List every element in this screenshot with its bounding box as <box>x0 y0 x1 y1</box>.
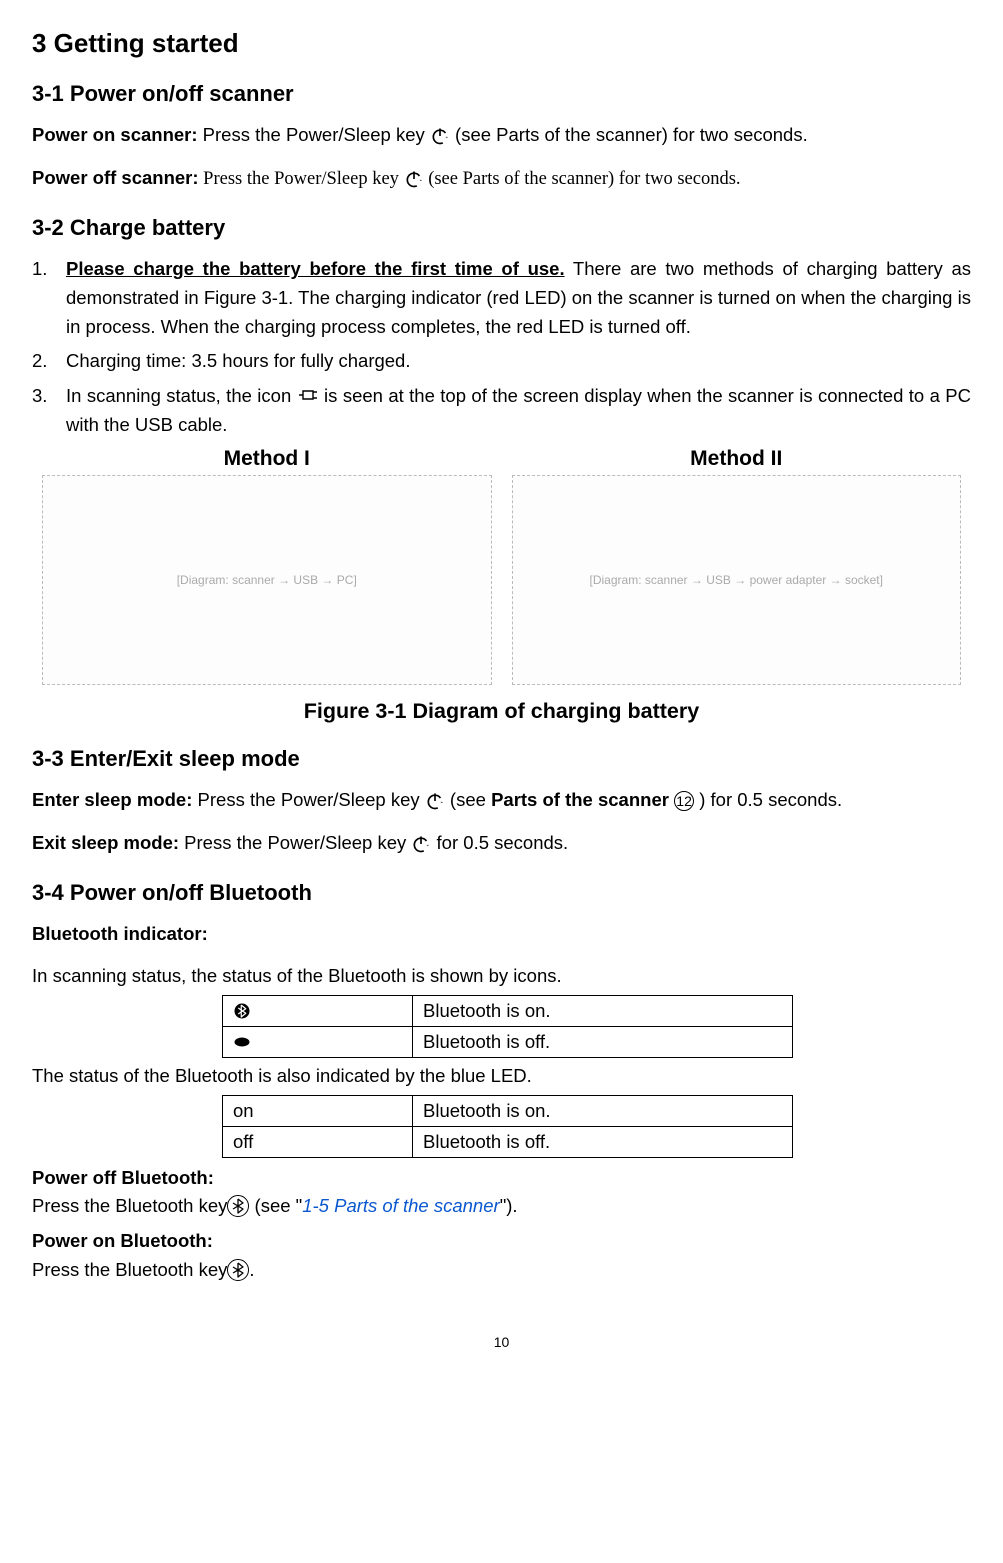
bt-intro-text: In scanning status, the status of the Bl… <box>32 962 971 991</box>
method-1-label: Method I <box>224 447 310 470</box>
power-on-label: Power on scanner: <box>32 124 198 145</box>
figure-method-2: [Diagram: scanner → USB → power adapter … <box>512 475 962 685</box>
list-content-2: Charging time: 3.5 hours for fully charg… <box>66 347 971 376</box>
led-off-text: Bluetooth is off. <box>413 1126 793 1157</box>
parts-bold: Parts of the scanner <box>491 789 669 810</box>
list-item-3: 3. In scanning status, the icon is seen … <box>32 382 971 439</box>
enter-sleep-t1: Press the Power/Sleep key <box>192 789 424 810</box>
exit-sleep-label: Exit sleep mode: <box>32 832 179 853</box>
table-row: Bluetooth is on. <box>223 996 793 1027</box>
section-3-4-heading: 3-4 Power on/off Bluetooth <box>32 880 971 906</box>
figure-row: [Diagram: scanner → USB → PC] [Diagram: … <box>32 475 971 689</box>
bluetooth-on-icon <box>233 1000 251 1021</box>
bt-led-table: on Bluetooth is on. off Bluetooth is off… <box>222 1095 793 1158</box>
bt-led-text: The status of the Bluetooth is also indi… <box>32 1062 971 1091</box>
led-on-text: Bluetooth is on. <box>413 1095 793 1126</box>
power-off-text-1: Press the Power/Sleep key <box>199 169 404 189</box>
section-3-1-heading: 3-1 Power on/off scanner <box>32 81 971 107</box>
page-number: 10 <box>32 1334 971 1350</box>
list-content-1: Please charge the battery before the fir… <box>66 255 971 341</box>
bt-off-text: Bluetooth is off. <box>413 1027 793 1058</box>
list-content-3: In scanning status, the icon is seen at … <box>66 382 971 439</box>
exit-sleep-line: Exit sleep mode: Press the Power/Sleep k… <box>32 829 971 858</box>
table-row: on Bluetooth is on. <box>223 1095 793 1126</box>
bt-icon-table: Bluetooth is on. Bluetooth is off. <box>222 995 793 1058</box>
enter-sleep-label: Enter sleep mode: <box>32 789 192 810</box>
power-icon <box>430 126 450 147</box>
pobt-t1: Press the Bluetooth key <box>32 1195 227 1216</box>
list-num-2: 2. <box>32 347 66 376</box>
exit-sleep-t1: Press the Power/Sleep key <box>179 832 411 853</box>
power-on-bt-label: Power on Bluetooth: <box>32 1227 971 1256</box>
enter-sleep-t3: ) for 0.5 seconds. <box>694 789 842 810</box>
power-off-line: Power off scanner: Press the Power/Sleep… <box>32 164 971 194</box>
power-on-bt-line: Press the Bluetooth key. <box>32 1256 971 1285</box>
bt-on-text: Bluetooth is on. <box>413 996 793 1027</box>
ponbt-t2: . <box>249 1259 254 1280</box>
figure-method-1: [Diagram: scanner → USB → PC] <box>42 475 492 685</box>
power-on-text-1: Press the Power/Sleep key <box>198 124 430 145</box>
bt-indicator-label: Bluetooth indicator: <box>32 920 971 949</box>
table-row: Bluetooth is off. <box>223 1027 793 1058</box>
enter-sleep-line: Enter sleep mode: Press the Power/Sleep … <box>32 786 971 815</box>
list-num-3: 3. <box>32 382 66 439</box>
power-icon <box>404 169 424 190</box>
section-3-3-heading: 3-3 Enter/Exit sleep mode <box>32 746 971 772</box>
bt-off-icon-cell <box>223 1027 413 1058</box>
pobt-t2: (see " <box>249 1195 302 1216</box>
power-icon <box>425 791 445 812</box>
plug-icon <box>297 388 319 407</box>
power-off-bt-line: Press the Bluetooth key (see "1-5 Parts … <box>32 1192 971 1221</box>
bluetooth-off-icon <box>233 1031 251 1052</box>
parts-link[interactable]: 1-5 Parts of the scanner <box>302 1195 499 1216</box>
power-on-line: Power on scanner: Press the Power/Sleep … <box>32 121 971 150</box>
list-num-1: 1. <box>32 255 66 341</box>
enter-sleep-t2: (see <box>445 789 491 810</box>
ponbt-t1: Press the Bluetooth key <box>32 1259 227 1280</box>
figure-caption: Figure 3-1 Diagram of charging battery <box>32 699 971 724</box>
list-item-1: 1. Please charge the battery before the … <box>32 255 971 341</box>
bt-on-icon-cell <box>223 996 413 1027</box>
method-2-label: Method II <box>690 447 782 470</box>
circled-12-icon: 12 <box>674 791 694 811</box>
section-3-2-heading: 3-2 Charge battery <box>32 215 971 241</box>
power-icon <box>411 834 431 855</box>
power-off-bt-label: Power off Bluetooth: <box>32 1164 971 1193</box>
li1-bold: Please charge the battery before the fir… <box>66 258 565 279</box>
power-off-label: Power off scanner: <box>32 167 199 188</box>
led-on: on <box>223 1095 413 1126</box>
exit-sleep-t2: for 0.5 seconds. <box>431 832 568 853</box>
table-row: off Bluetooth is off. <box>223 1126 793 1157</box>
bluetooth-key-icon <box>227 1259 249 1281</box>
power-off-text-2: (see Parts of the scanner) for two secon… <box>424 169 741 189</box>
li3-text-1: In scanning status, the icon <box>66 385 297 406</box>
pobt-t3: "). <box>500 1195 518 1216</box>
list-item-2: 2. Charging time: 3.5 hours for fully ch… <box>32 347 971 376</box>
method-label-row: Method I Method II <box>32 447 971 471</box>
led-off: off <box>223 1126 413 1157</box>
power-on-text-2: (see Parts of the scanner) for two secon… <box>450 124 808 145</box>
bluetooth-key-icon <box>227 1195 249 1217</box>
chapter-title: 3 Getting started <box>32 28 971 59</box>
